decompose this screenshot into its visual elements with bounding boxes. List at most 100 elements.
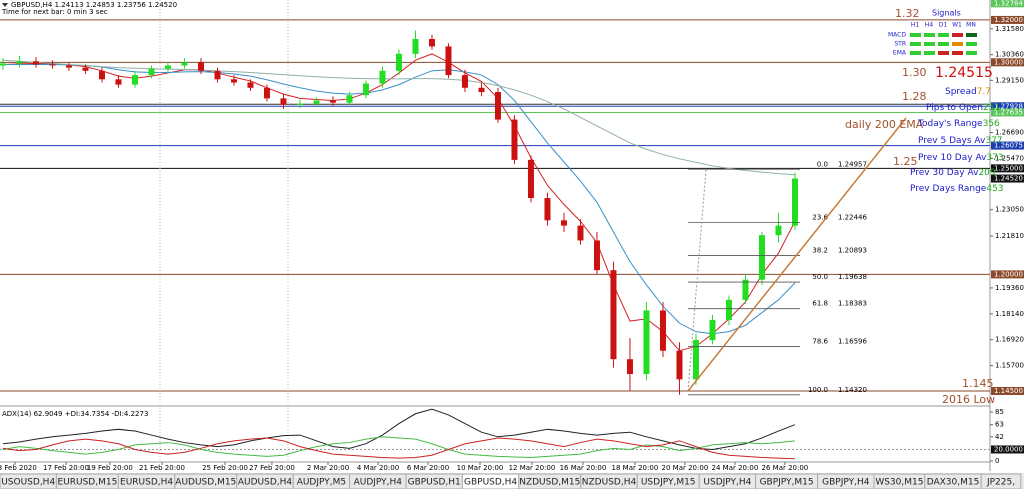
y-tick-label: 85 <box>995 408 1004 416</box>
x-tick-label: 17 Feb 20:00 <box>43 464 89 472</box>
y-tick-label: 1.19360 <box>995 284 1024 292</box>
trend-line <box>687 117 907 392</box>
level-note: 1.145 <box>962 377 994 390</box>
level-box <box>991 387 1024 396</box>
annotations: 1.32 1.30 1.28 1.25 1.145 2016 Low daily 200 E… <box>845 7 1004 406</box>
y-tick-label: 42 <box>995 433 1004 441</box>
tab-bg[interactable] <box>980 473 1022 489</box>
y-tick-label: 1.29150 <box>995 76 1024 84</box>
tab-label[interactable]: GBPJPY,H4 <box>822 478 870 488</box>
signal-cell <box>966 42 977 46</box>
x-tick-label: 18 Mar 20:00 <box>612 464 659 472</box>
y-tick-label: 1.21810 <box>995 232 1024 240</box>
signal-cell <box>910 42 921 46</box>
level-label: 1.25000 <box>994 164 1023 172</box>
signal-cell <box>924 51 935 55</box>
candle-body <box>725 299 732 320</box>
signal-cell <box>938 51 949 55</box>
signals-title: Signals <box>932 9 961 18</box>
x-tick-label: 20 Mar 20:00 <box>662 464 709 472</box>
tab-label[interactable]: USOUSD,H4 <box>1 478 55 488</box>
tab-label[interactable]: EURUSD,M15 <box>57 478 117 488</box>
fib-level: 61.8 <box>812 300 828 308</box>
stat-row: Spread7.7 <box>945 87 991 97</box>
x-tick-label: 27 Feb 20:00 <box>249 464 295 472</box>
level-box <box>991 58 1024 67</box>
candle-body <box>0 63 6 66</box>
candle-body <box>511 119 518 160</box>
candle-body <box>544 198 551 221</box>
menu-icon <box>2 3 8 7</box>
x-tick-label: 16 Mar 20:00 <box>560 464 607 472</box>
candle-body <box>692 340 699 380</box>
tab-label[interactable]: NZDUSD,H4 <box>582 478 637 488</box>
candle-body <box>742 279 749 300</box>
candle-body <box>412 39 419 54</box>
signal-column: H4 <box>925 22 934 29</box>
candle-body <box>280 98 287 105</box>
fib-price: 1.18383 <box>838 300 867 308</box>
candle-body <box>527 159 534 199</box>
candle-body <box>181 62 188 66</box>
candle-body <box>560 220 567 226</box>
signal-cell <box>924 33 935 37</box>
candle-body <box>775 225 782 236</box>
tab-label[interactable]: AUDJPY,M5 <box>297 478 346 488</box>
level-label: 1.32784 <box>994 0 1023 7</box>
tabs: USOUSD,H4 EURUSD,M15 EURUSD,H4 AUDUSD,M15 AU… <box>0 473 1022 489</box>
level-box <box>991 15 1024 24</box>
tab-label[interactable]: USDJPY,M15 <box>641 478 696 488</box>
candle-body <box>49 64 56 66</box>
stat-row: Prev Days Range453 <box>910 184 1004 194</box>
signal-cell <box>952 51 963 55</box>
tab-label[interactable]: AUDJPY,H4 <box>354 478 403 488</box>
level-box <box>991 270 1024 279</box>
signal-cell <box>952 42 963 46</box>
stat-label: Prev Days Range <box>910 184 987 194</box>
tab-label[interactable]: WS30,M15 <box>875 478 923 488</box>
candle-body <box>230 79 237 83</box>
fib-price: 1.14320 <box>838 386 867 394</box>
fib-price: 1.20893 <box>838 246 867 254</box>
y-tick-label: 1.26690 <box>995 129 1024 137</box>
stat-value: 356 <box>983 119 1000 129</box>
x-tick-label: 12 Mar 20:00 <box>509 464 556 472</box>
x-tick-label: 4 Mar 20:00 <box>357 464 399 472</box>
tab-label[interactable]: GBPUSD,H4 <box>464 478 517 488</box>
candle-body <box>32 61 39 65</box>
moving-average <box>2 59 796 176</box>
x-tick-label: 19 Feb 20:00 <box>87 464 133 472</box>
signal-cell <box>910 33 921 37</box>
candle-body <box>709 319 716 341</box>
signal-cell <box>966 33 977 37</box>
level-label: 1.27928 <box>994 102 1023 110</box>
candle-body <box>643 310 650 375</box>
stat-row: Prev 5 Days Av377 <box>918 136 1003 146</box>
candle-body <box>445 46 452 76</box>
tab-label[interactable]: GBPUSD,H1 <box>408 478 461 488</box>
tab-label[interactable]: NZDUSD,M15 <box>519 478 580 488</box>
signal-cell <box>952 33 963 37</box>
candle-body <box>65 65 72 68</box>
level-label: 1.20000 <box>994 270 1023 278</box>
candle-body <box>329 100 336 103</box>
y-tick-label: 0 <box>995 457 999 465</box>
tab-label[interactable]: EURUSD,H4 <box>120 478 173 488</box>
level-label: 20.0000 <box>994 445 1023 453</box>
tab-label[interactable]: JP225, <box>986 478 1015 488</box>
tab-label[interactable]: DAX30,M15 <box>927 478 980 488</box>
level-label: 1.14500 <box>994 387 1023 395</box>
stat-value: 373 <box>986 153 1003 163</box>
level-box <box>991 0 1024 8</box>
candle-body <box>461 75 468 88</box>
candle-body <box>346 95 353 103</box>
x-tick-label: 24 Mar 20:00 <box>712 464 759 472</box>
tab-label[interactable]: AUDUSD,M15 <box>175 478 236 488</box>
level-note: 1.30 <box>902 66 927 79</box>
tab-label[interactable]: USDJPY,H4 <box>703 478 751 488</box>
signal-column: H1 <box>911 22 920 29</box>
x-tick-label: 10 Mar 20:00 <box>457 464 504 472</box>
level-label: 1.24520 <box>994 175 1023 183</box>
tab-label[interactable]: GBPJPY,M15 <box>760 478 814 488</box>
tab-label[interactable]: AUDUSD,H4 <box>238 478 293 488</box>
